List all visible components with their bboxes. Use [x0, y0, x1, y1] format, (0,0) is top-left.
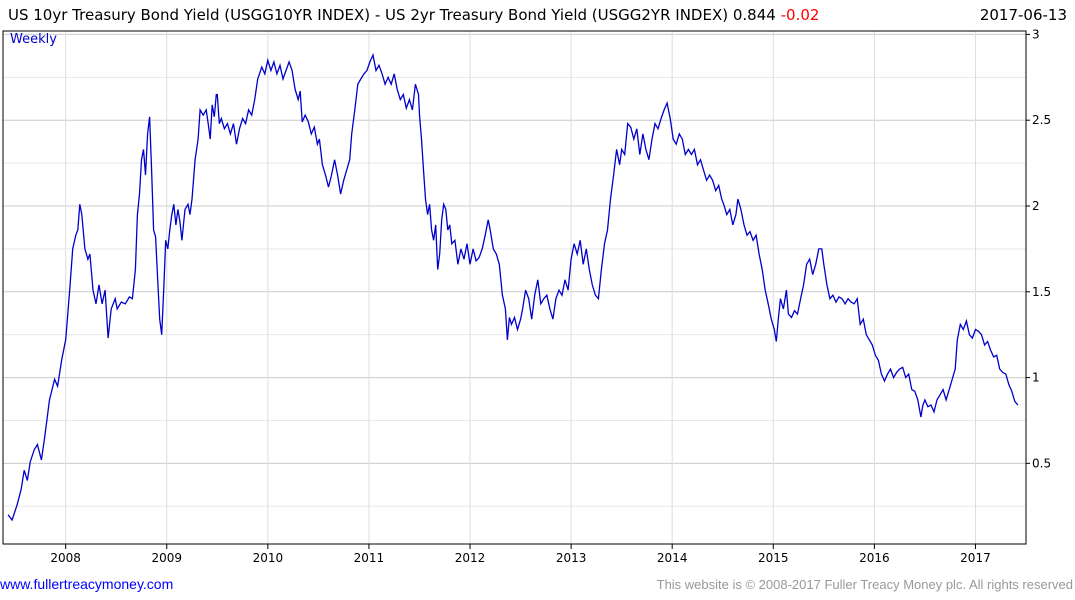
x-tick-label: 2009	[151, 551, 182, 565]
plot-frame	[2, 30, 1027, 545]
title-text: US 10yr Treasury Bond Yield (USGG10YR IN…	[8, 6, 729, 24]
website-link[interactable]: www.fullertreacymoney.com	[0, 576, 174, 592]
x-tick-label: 2012	[455, 551, 486, 565]
y-tick-label: 2	[1032, 199, 1040, 213]
series-line	[7, 52, 1019, 522]
grid	[3, 31, 1026, 544]
x-tick-label: 2008	[50, 551, 81, 565]
x-tick-label: 2013	[556, 551, 587, 565]
chart-title: US 10yr Treasury Bond Yield (USGG10YR IN…	[8, 6, 819, 24]
y-tick-label: 3	[1032, 27, 1040, 41]
x-tick-label: 2017	[960, 551, 991, 565]
x-tick-label: 2015	[758, 551, 789, 565]
x-tick-label: 2014	[657, 551, 688, 565]
y-tick-label: 1	[1032, 371, 1040, 385]
axes: 2008 2009 2010 2011 2012 2013 2014 2015 2016 2017…	[50, 27, 1051, 565]
chart-date: 2017-06-13	[979, 6, 1067, 24]
x-tick-label: 2010	[253, 551, 284, 565]
y-tick-label: 2.5	[1032, 113, 1051, 127]
change-value: -0.02	[780, 6, 820, 24]
y-tick-label: 1.5	[1032, 285, 1051, 299]
y-tick-label: 0.5	[1032, 456, 1051, 470]
copyright: This website is © 2008-2017 Fuller Treac…	[656, 577, 1073, 592]
frequency-label: Weekly	[10, 32, 57, 47]
last-value: 0.844	[732, 6, 776, 24]
x-tick-label: 2016	[859, 551, 890, 565]
x-tick-label: 2011	[354, 551, 385, 565]
